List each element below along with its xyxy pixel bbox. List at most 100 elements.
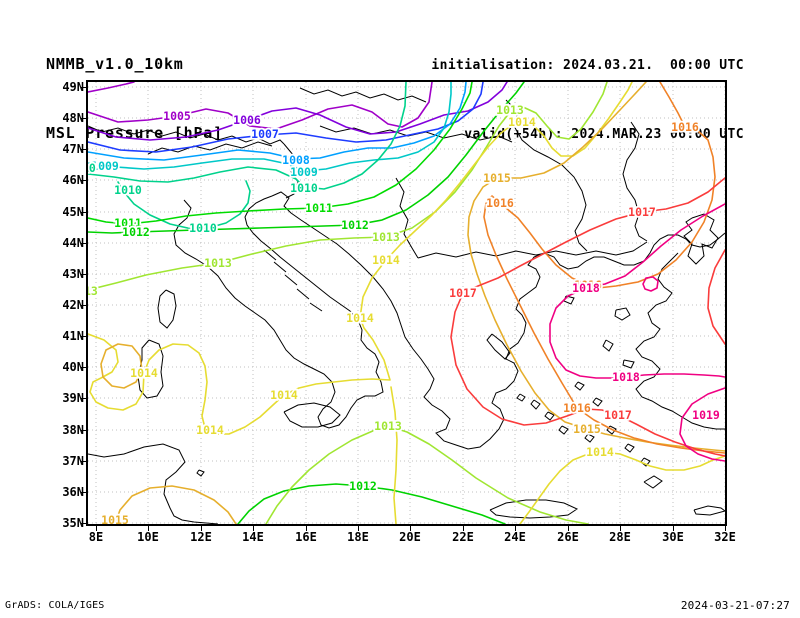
lon-label: 22E [452,530,474,544]
coastline [602,339,614,352]
coastline [683,213,719,265]
coastline [284,274,298,286]
lat-label: 39N [62,391,84,405]
coastline [263,249,277,261]
lon-tick [673,526,674,531]
lat-label: 46N [62,173,84,187]
isobar-1005 [88,82,135,93]
lon-label: 12E [190,530,212,544]
isobar-label-1009: 1009 [91,159,119,173]
isobar-label-1019: 1019 [692,408,720,422]
isobar-1012 [88,82,525,234]
lon-label: 18E [347,530,369,544]
isobar-label-1006: 1006 [233,113,261,127]
coastline [640,457,651,467]
lon-tick [306,526,307,531]
lon-label: 26E [557,530,579,544]
isobar-1015 [467,82,725,452]
lat-tick [81,118,86,119]
isobar-label-1017: 1017 [449,286,477,300]
isobar-1010 [117,180,251,230]
pressure-contour-map: 1005100610071008100910091010101010101010… [88,82,725,524]
isobar-1018 [642,276,659,292]
coastline [173,195,384,429]
isobar-1014 [519,451,725,524]
isobar-label-1012: 1012 [349,479,377,493]
lon-label: 32E [714,530,736,544]
isobar-1010 [88,82,407,190]
isobar-1009 [88,82,452,172]
coastline [643,475,663,489]
lon-tick [148,526,149,531]
coastline [516,393,526,402]
lat-tick [81,430,86,431]
lat-tick [81,305,86,306]
isobar-1008 [88,82,467,161]
lat-tick [81,149,86,150]
isobar-label-1015: 1015 [573,422,601,436]
isobar-1015 [114,485,237,524]
isobar-label-1014: 1014 [270,388,298,402]
coastline [157,289,177,329]
isobar-label-1010: 1010 [189,221,217,235]
lon-label: 10E [137,530,159,544]
init-time: initialisation: 2024.03.21. 00:00 UTC [431,58,744,73]
coastline [622,121,648,242]
coastline [505,99,588,252]
lon-tick [253,526,254,531]
isobar-label-1013: 1013 [204,256,232,270]
lon-label: 8E [88,530,104,544]
coastline [395,177,419,259]
lat-tick [81,336,86,337]
coastline [563,295,575,305]
lat-tick [81,523,86,524]
lon-label: 20E [399,530,421,544]
lon-label: 30E [662,530,684,544]
lat-tick [81,274,86,275]
lon-label: 24E [504,530,526,544]
coastline [88,443,219,524]
coastline [624,443,635,453]
isobar-1017 [450,177,725,457]
lat-label: 35N [62,516,84,530]
coastline [283,402,341,428]
lat-label: 43N [62,267,84,281]
creation-timestamp: 2024-03-21-07:27 [680,599,790,612]
lat-label: 40N [62,360,84,374]
lat-tick [81,180,86,181]
isobar-label-1013: 1013 [88,284,98,298]
coastline [614,307,631,321]
isobar-1007 [88,82,484,153]
lon-tick [463,526,464,531]
isobar-label-1016: 1016 [486,196,514,210]
lon-tick [725,526,726,531]
coastline [544,411,555,421]
isobar-1011 [88,82,473,225]
map-frame: 1005100610071008100910091010101010101010… [86,80,727,526]
isobar-1012 [237,483,506,524]
lon-label: 16E [295,530,317,544]
coastline [693,505,725,516]
coastline [309,302,323,312]
lat-label: 44N [62,236,84,250]
lat-label: 47N [62,142,84,156]
isobar-label-1017: 1017 [604,408,632,422]
coastline [592,397,603,407]
coastline [273,261,287,273]
lat-tick [81,212,86,213]
lat-label: 37N [62,454,84,468]
isobar-1019 [679,387,725,462]
coastline [196,469,205,477]
lon-tick [620,526,621,531]
isobar-label-1016: 1016 [563,401,591,415]
coastline [635,252,725,430]
lat-tick [81,367,86,368]
isobar-label-1010: 1010 [88,161,96,175]
lon-tick [96,526,97,531]
lat-label: 45N [62,205,84,219]
isobar-label-1011: 1011 [114,216,142,230]
time-block: initialisation: 2024.03.21. 00:00 UTC va… [431,8,744,192]
coastline [417,241,648,259]
coastline [296,288,310,300]
